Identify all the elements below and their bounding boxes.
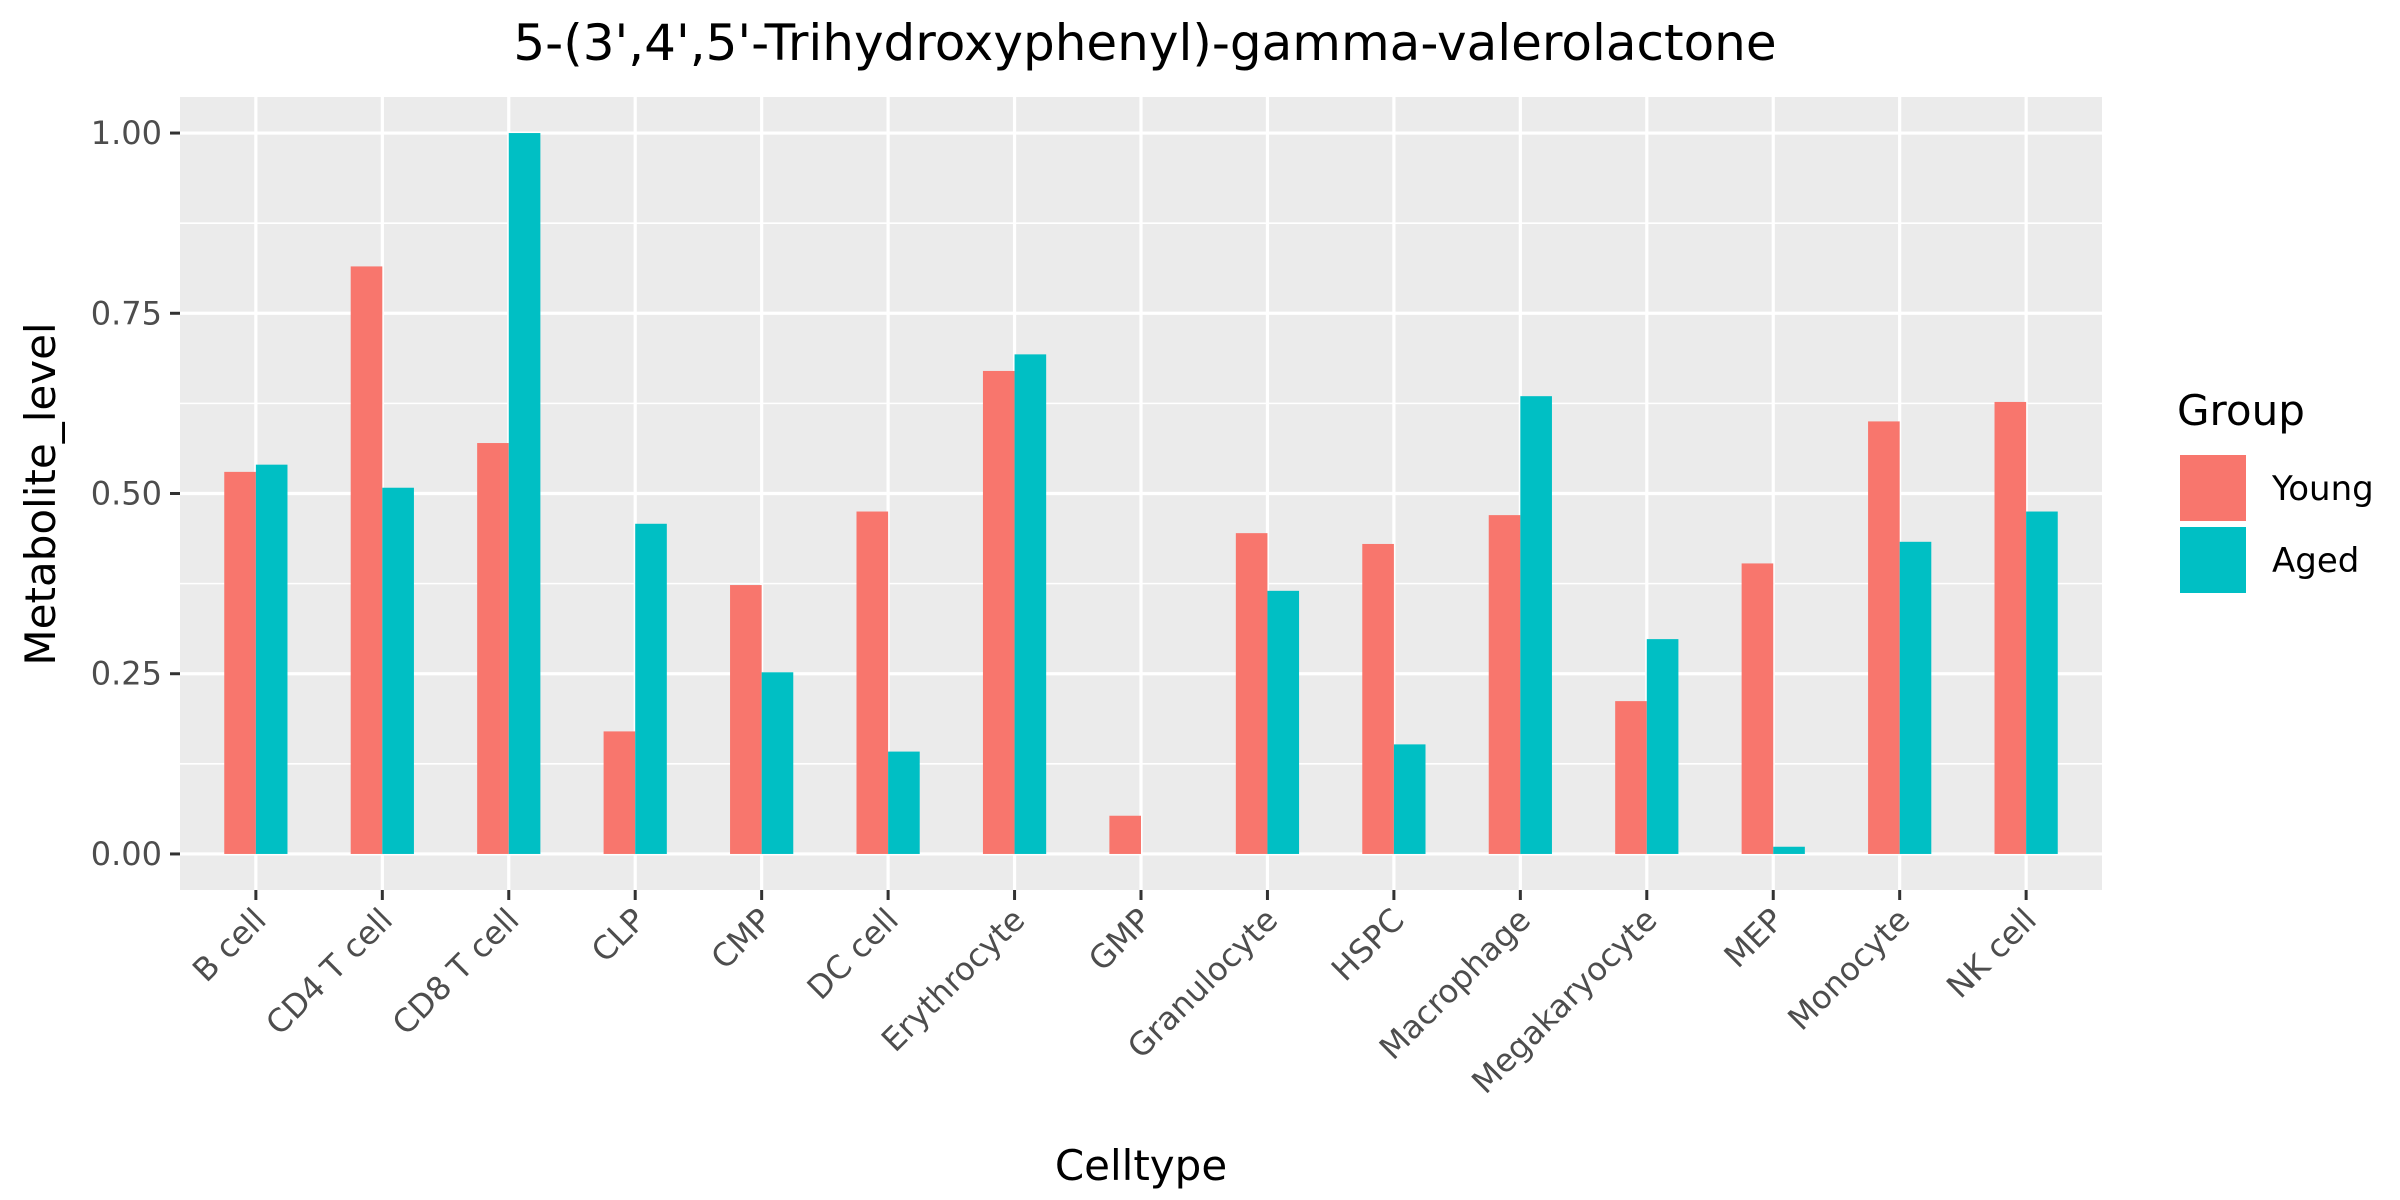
- bar-young-gmp: [1109, 815, 1141, 854]
- bar-young-cd8-t-cell: [477, 443, 509, 854]
- bar-aged-clp: [635, 523, 667, 854]
- legend-key-aged: [2180, 527, 2246, 593]
- bar-aged-cmp: [761, 672, 794, 854]
- legend-label-aged: Aged: [2272, 541, 2359, 581]
- y-tick-label: 0.50: [91, 475, 162, 513]
- bar-aged-mep: [1773, 846, 1805, 854]
- y-axis-title: Metabolite_level: [16, 322, 65, 665]
- x-tick-label-nk-cell: NK cell: [1939, 901, 2044, 1006]
- y-tick-label: 1.00: [91, 114, 162, 152]
- x-tick-label-mep: MEP: [1717, 901, 1791, 975]
- bar-young-granulocyte: [1235, 533, 1268, 854]
- bar-young-dc-cell: [856, 511, 889, 854]
- bar-young-megakaryocyte: [1615, 701, 1647, 854]
- bar-aged-cd8-t-cell: [508, 133, 541, 854]
- x-tick-label-cd4-t-cell: CD4 T cell: [258, 901, 400, 1043]
- bar-aged-megakaryocyte: [1646, 639, 1679, 854]
- y-tick-label: 0.75: [91, 294, 162, 332]
- bar-young-b-cell: [224, 471, 256, 854]
- y-axis: 0.00 0.25 0.50 0.75 1.00: [91, 114, 180, 873]
- bar-aged-monocyte: [1899, 541, 1932, 854]
- legend-key-young: [2180, 455, 2246, 521]
- bar-young-macrophage: [1488, 515, 1521, 854]
- y-tick-label: 0.25: [91, 655, 162, 693]
- bar-aged-cd4-t-cell: [382, 487, 414, 854]
- legend-label-young: Young: [2271, 469, 2374, 509]
- bar-young-clp: [603, 731, 636, 854]
- bar-aged-macrophage: [1520, 396, 1552, 854]
- x-tick-label-gmp: GMP: [1081, 901, 1159, 979]
- legend-title: Group: [2177, 386, 2305, 435]
- bar-young-hspc: [1362, 543, 1394, 854]
- x-tick-label-b-cell: B cell: [185, 901, 274, 990]
- x-tick-label-cmp: CMP: [703, 901, 779, 977]
- bar-aged-dc-cell: [888, 751, 920, 854]
- bar-young-nk-cell: [1994, 401, 2027, 854]
- bar-young-erythrocyte: [982, 370, 1015, 854]
- x-tick-label-clp: CLP: [584, 901, 653, 970]
- legend: Group Young Aged: [2177, 386, 2374, 593]
- x-tick-label-cd8-t-cell: CD8 T cell: [385, 901, 527, 1043]
- x-axis-title: Celltype: [1055, 1141, 1227, 1190]
- x-tick-label-hspc: HSPC: [1324, 901, 1412, 989]
- bar-young-monocyte: [1868, 421, 1900, 854]
- chart-title: 5-(3',4',5'-Trihydroxyphenyl)-gamma-vale…: [513, 14, 1776, 72]
- bar-young-cd4-t-cell: [350, 266, 383, 854]
- y-tick-label: 0.00: [91, 835, 162, 873]
- x-tick-label-monocyte: Monocyte: [1780, 901, 1917, 1038]
- bar-young-cmp: [730, 585, 762, 854]
- bar-aged-b-cell: [255, 464, 288, 854]
- bar-aged-erythrocyte: [1014, 354, 1047, 854]
- x-tick-label-dc-cell: DC cell: [800, 901, 906, 1007]
- bar-aged-nk-cell: [2026, 511, 2058, 854]
- bar-aged-hspc: [1393, 744, 1426, 854]
- bar-aged-granulocyte: [1267, 590, 1300, 854]
- bar-young-mep: [1741, 563, 1774, 854]
- bars: [224, 133, 2058, 854]
